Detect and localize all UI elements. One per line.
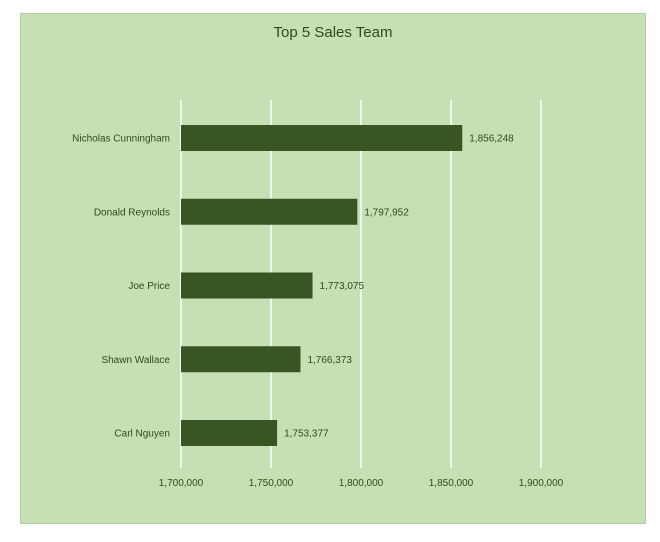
- category-label: Donald Reynolds: [94, 207, 170, 218]
- x-tick-label: 1,750,000: [249, 478, 294, 489]
- x-tick-label: 1,800,000: [339, 478, 384, 489]
- data-label: 1,766,373: [307, 355, 352, 366]
- bar: [181, 346, 301, 373]
- bar: [181, 125, 463, 151]
- x-tick-label: 1,850,000: [429, 478, 474, 489]
- bars: [181, 125, 463, 446]
- bar: [181, 198, 358, 225]
- chart-title: Top 5 Sales Team: [274, 24, 393, 41]
- category-label: Joe Price: [128, 281, 170, 292]
- category-label: Carl Nguyen: [114, 429, 170, 440]
- category-label: Shawn Wallace: [101, 355, 170, 366]
- bar: [181, 420, 278, 446]
- bar: [181, 272, 313, 299]
- data-label: 1,797,952: [364, 207, 409, 218]
- x-tick-label: 1,700,000: [159, 478, 204, 489]
- x-tick-label: 1,900,000: [519, 478, 564, 489]
- data-label: 1,753,377: [284, 429, 329, 440]
- data-label: 1,856,248: [469, 134, 514, 145]
- data-label: 1,773,075: [320, 281, 365, 292]
- labels: 1,700,000 1,750,000 1,800,000 1,850,000 1,90…: [72, 134, 564, 490]
- category-label: Nicholas Cunningham: [72, 134, 170, 145]
